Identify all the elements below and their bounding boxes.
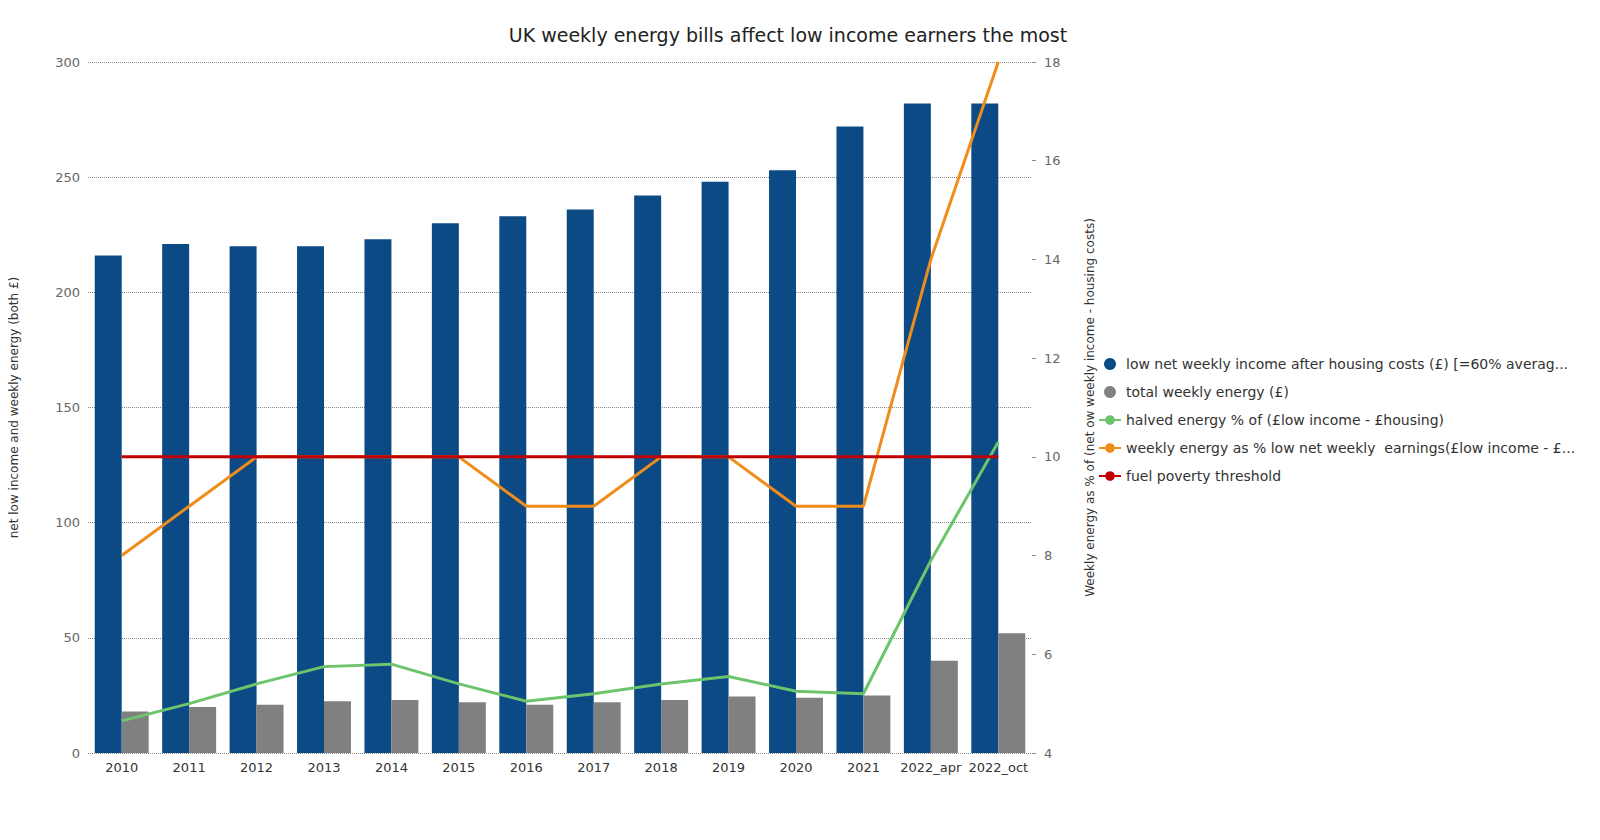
svg-text:18: 18: [1044, 55, 1061, 70]
svg-text:4: 4: [1044, 746, 1052, 761]
svg-text:net low income and weekly ener: net low income and weekly energy (both £…: [7, 277, 21, 538]
svg-text:fuel poverty threshold: fuel poverty threshold: [1126, 468, 1281, 484]
svg-text:10: 10: [1044, 449, 1061, 464]
svg-text:250: 250: [55, 170, 80, 185]
svg-text:200: 200: [55, 285, 80, 300]
svg-text:2013: 2013: [307, 760, 340, 775]
svg-text:14: 14: [1044, 252, 1061, 267]
svg-text:2020: 2020: [779, 760, 812, 775]
svg-text:2019: 2019: [712, 760, 745, 775]
svg-text:total weekly energy (£): total weekly energy (£): [1126, 384, 1289, 400]
svg-text:100: 100: [55, 515, 80, 530]
svg-text:2022_apr: 2022_apr: [900, 760, 962, 775]
svg-text:halved energy % of (£low incom: halved energy % of (£low income - £housi…: [1126, 412, 1444, 428]
svg-text:2012: 2012: [240, 760, 273, 775]
svg-text:low net weekly income after ho: low net weekly income after housing cost…: [1126, 356, 1568, 372]
svg-text:2017: 2017: [577, 760, 610, 775]
svg-text:2022_oct: 2022_oct: [968, 760, 1028, 775]
svg-text:300: 300: [55, 55, 80, 70]
svg-text:150: 150: [55, 400, 80, 415]
svg-text:12: 12: [1044, 351, 1061, 366]
svg-text:50: 50: [63, 630, 80, 645]
svg-text:16: 16: [1044, 153, 1061, 168]
svg-text:2021: 2021: [847, 760, 880, 775]
svg-text:Weekly energy as % of (net ow: Weekly energy as % of (net ow weekly inc…: [1083, 218, 1097, 597]
svg-text:UK weekly energy bills affect: UK weekly energy bills affect low income…: [509, 24, 1067, 46]
svg-text:2011: 2011: [173, 760, 206, 775]
svg-text:2014: 2014: [375, 760, 408, 775]
svg-text:0: 0: [72, 746, 80, 761]
svg-text:6: 6: [1044, 647, 1052, 662]
svg-text:2010: 2010: [105, 760, 138, 775]
svg-text:8: 8: [1044, 548, 1052, 563]
svg-text:weekly energy as % low net wee: weekly energy as % low net weekly earnin…: [1126, 440, 1575, 456]
svg-text:2016: 2016: [510, 760, 543, 775]
svg-text:2018: 2018: [645, 760, 678, 775]
svg-text:2015: 2015: [442, 760, 475, 775]
